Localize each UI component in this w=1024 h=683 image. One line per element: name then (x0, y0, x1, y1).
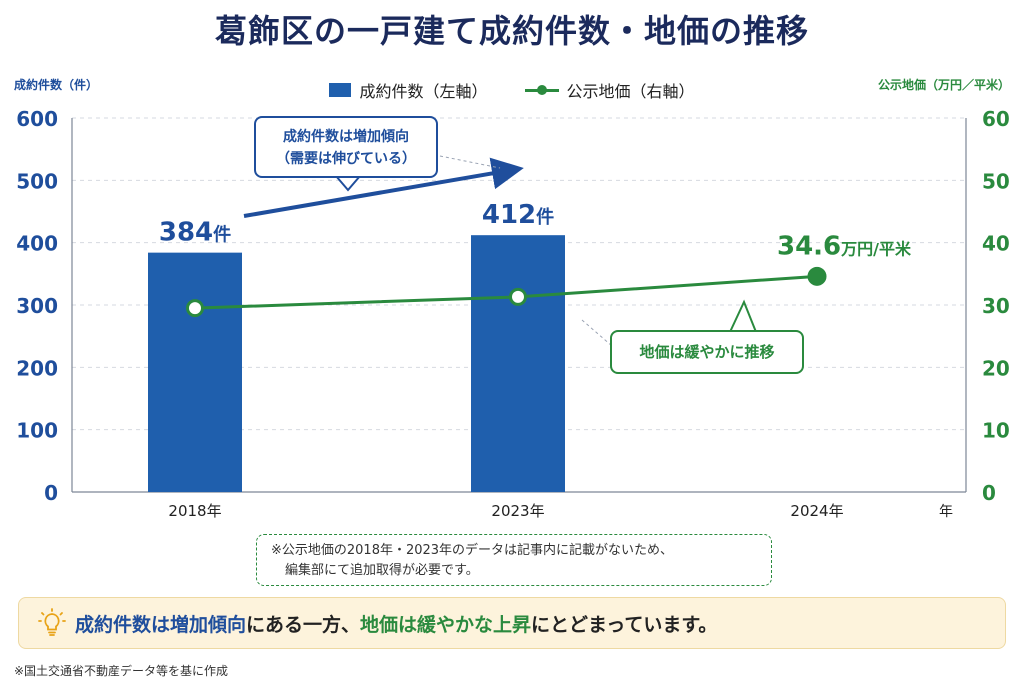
legend-bars-label: 成約件数（左軸） (359, 82, 488, 101)
chart-title: 葛飾区の一戸建て成約件数・地価の推移 (214, 12, 809, 50)
legend-item-bars: 成約件数（左軸） (329, 78, 487, 102)
right-tick-label: 20 (982, 356, 1010, 380)
right-tick-label: 60 (982, 107, 1010, 131)
left-axis-title: 成約件数（件） (14, 78, 99, 92)
summary-part2: にある一方、 (246, 613, 361, 636)
left-tick-label: 200 (16, 356, 58, 380)
bars-trend-callout: 成約件数は増加傾向 （需要は伸びている） (254, 116, 438, 178)
legend-line-swatch (524, 83, 559, 97)
land-price-point (509, 287, 527, 306)
chart-canvas: 0 100 200 300 400 500 600 0 10 20 30 40 50 60 2018年 202… (16, 107, 1010, 520)
bars-callout-pointer (335, 175, 361, 192)
right-tick-label: 10 (982, 419, 1010, 443)
summary-part4: にとどまっています。 (531, 613, 718, 636)
right-tick-label: 30 (982, 294, 1010, 318)
right-tick-label: 50 (982, 169, 1010, 193)
bar (148, 252, 242, 492)
x-tick-label: 2024年 (790, 502, 843, 520)
x-tick-label: 2023年 (491, 502, 544, 520)
summary-part3: 地価は緩やかな上昇 (360, 613, 532, 636)
legend-item-line: 公示地価（右軸） (524, 78, 695, 102)
lightbulb-icon (38, 608, 66, 636)
left-tick-label: 0 (44, 481, 58, 505)
bars-callout-line1: 成約件数は増加傾向 (283, 129, 409, 145)
line-data-label: 34.6万円/平米 (777, 231, 912, 261)
right-axis-title: 公示地価（万円／平米） (877, 78, 1010, 92)
legend-bar-swatch (329, 83, 352, 97)
left-tick-label: 300 (16, 294, 58, 318)
bar-data-label: 384件 (159, 218, 231, 248)
x-tick-label: 2018年 (168, 502, 221, 520)
legend-line-label: 公示地価（右軸） (566, 82, 695, 101)
dashed-connector (581, 319, 613, 347)
legend: 成約件数（左軸） 公示地価（右軸） (0, 78, 1024, 102)
summary-part1: 成約件数は増加傾向 (75, 613, 247, 636)
summary-banner: 成約件数は増加傾向 にある一方、 地価は緩やかな上昇 にとどまっています。 (18, 597, 1006, 649)
land-price-point (186, 299, 204, 318)
data-note: ※公示地価の2018年・2023年のデータは記事内に記載がないため、 編集部にて… (256, 534, 772, 586)
dashed-connector (439, 155, 501, 169)
x-axis-unit: 年 (939, 504, 953, 520)
bar-data-label: 412件 (482, 200, 554, 230)
bar (471, 235, 565, 493)
source-note: ※国土交通省不動産データ等を基に作成 (14, 664, 229, 678)
land-price-point (807, 266, 827, 286)
left-tick-label: 600 (16, 107, 58, 131)
trend-arrow (243, 157, 524, 218)
left-tick-label: 100 (16, 419, 58, 443)
right-tick-label: 40 (982, 232, 1010, 256)
note-line2: 編集部にて追加取得が必要です。 (285, 563, 479, 578)
note-line1: ※公示地価の2018年・2023年のデータは記事内に記載がないため、 (271, 543, 674, 558)
land-callout-pointer (729, 299, 757, 333)
left-tick-label: 500 (16, 169, 58, 193)
right-tick-label: 0 (982, 481, 996, 505)
left-tick-label: 400 (16, 232, 58, 256)
bars-callout-line2: （需要は伸びている） (276, 151, 416, 167)
land-price-callout: 地価は緩やかに推移 (610, 330, 804, 374)
